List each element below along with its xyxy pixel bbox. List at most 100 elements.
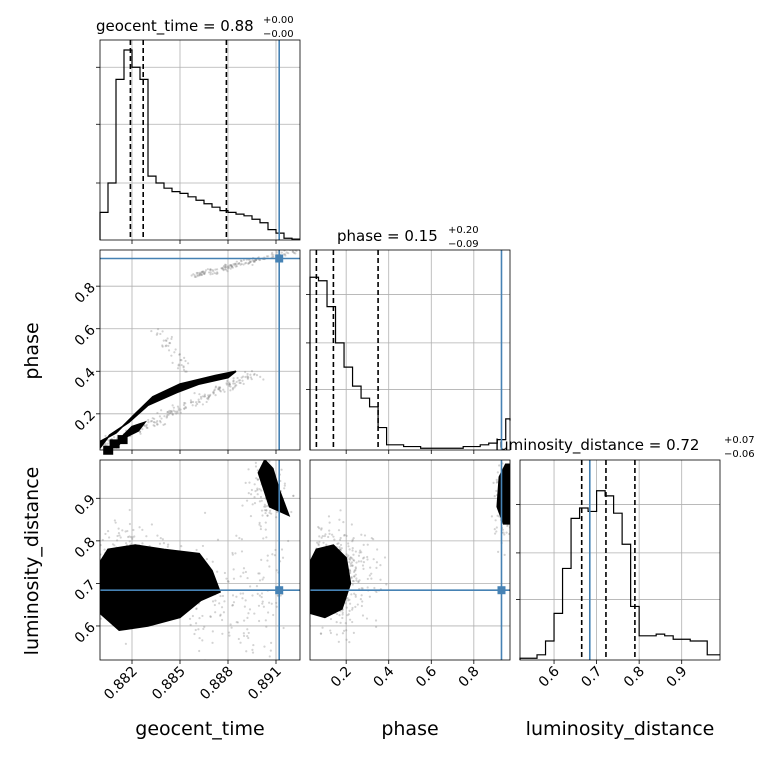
sample-point (376, 548, 379, 551)
sample-point (366, 543, 369, 546)
sample-point (346, 597, 349, 600)
sample-point (129, 535, 133, 539)
sample-point (162, 339, 165, 342)
sample-point (251, 503, 254, 506)
sample-point (231, 266, 234, 269)
sample-point (179, 411, 182, 414)
sample-point (375, 590, 378, 594)
sample-point (249, 373, 252, 376)
sample-point (342, 629, 346, 632)
sample-point (73, 583, 75, 585)
sample-point (104, 532, 107, 536)
sample-point (228, 264, 231, 267)
sample-point (360, 533, 363, 536)
sample-point (240, 376, 243, 379)
sample-point (352, 553, 355, 556)
sample-point (163, 415, 166, 418)
sample-point (198, 400, 201, 404)
sample-point (493, 532, 497, 535)
sample-point (291, 250, 294, 252)
sample-point (292, 494, 295, 497)
sample-point (222, 269, 225, 272)
x-tick-label: 0.888 (197, 664, 237, 704)
sample-point (168, 342, 172, 345)
sample-point (247, 612, 250, 615)
sample-point (323, 534, 326, 538)
sample-point (341, 613, 344, 616)
sample-point (206, 268, 209, 271)
sample-point (180, 359, 183, 362)
sample-point (379, 578, 382, 581)
x-tick-label: 0.6 (536, 663, 563, 690)
sample-point (336, 542, 339, 545)
sample-point (214, 394, 217, 397)
sample-point (267, 255, 270, 258)
sample-point (375, 566, 378, 569)
sample-point (362, 543, 365, 546)
sample-point (195, 271, 198, 275)
scatter-panel-phase-vs-luminosity_distance: 0.2 0.4 0.6 0.8 (309, 459, 511, 691)
sample-point (353, 592, 356, 595)
sample-point (317, 542, 320, 545)
sample-point (91, 576, 93, 578)
sample-point (262, 576, 265, 579)
sample-point (233, 382, 237, 385)
sample-point (251, 648, 254, 651)
sample-point (160, 409, 163, 412)
sample-point (202, 270, 205, 273)
sample-point (280, 548, 284, 551)
sample-point (362, 556, 366, 559)
sample-point (229, 267, 232, 270)
sample-point (145, 425, 148, 428)
hist-panel-phase (306, 249, 511, 454)
sample-point (351, 564, 354, 567)
sample-point (247, 636, 250, 640)
sample-point (247, 492, 250, 495)
sample-point (261, 600, 264, 603)
xlabel-phase: phase (381, 718, 438, 740)
sample-point (219, 614, 222, 617)
sample-point (113, 544, 116, 547)
sample-point (256, 478, 260, 481)
sample-point (254, 490, 257, 493)
sample-point (283, 456, 285, 458)
sample-point (231, 553, 234, 556)
sample-point (204, 269, 208, 272)
sample-point (194, 275, 198, 279)
sample-point (201, 639, 204, 642)
sample-point (232, 380, 235, 383)
sample-point (138, 430, 142, 433)
sample-point (351, 606, 354, 610)
sample-point (213, 271, 216, 275)
sample-point (290, 452, 292, 454)
sample-point (248, 481, 251, 484)
sample-point (191, 614, 194, 618)
sample-point (247, 262, 250, 265)
sample-point (354, 567, 357, 570)
sample-point (97, 580, 99, 582)
sample-point (93, 575, 95, 577)
sample-point (201, 544, 205, 548)
sample-point (224, 266, 227, 269)
sample-point (358, 579, 361, 582)
sample-point (266, 504, 269, 507)
sample-point (508, 532, 510, 536)
sample-point (93, 551, 95, 553)
sample-point (162, 542, 166, 545)
sample-point (239, 592, 242, 595)
sample-point (327, 515, 331, 518)
sample-point (238, 381, 241, 384)
sample-point (161, 330, 164, 333)
sample-point (176, 405, 180, 408)
sample-point (264, 528, 267, 531)
sample-point (250, 378, 253, 381)
sample-point (232, 379, 235, 382)
sample-point (229, 389, 232, 392)
sample-point (232, 577, 236, 580)
sample-point (266, 514, 269, 517)
sample-point (240, 262, 243, 266)
sample-point (197, 398, 200, 401)
sample-point (170, 335, 173, 339)
sample-point (339, 543, 343, 547)
